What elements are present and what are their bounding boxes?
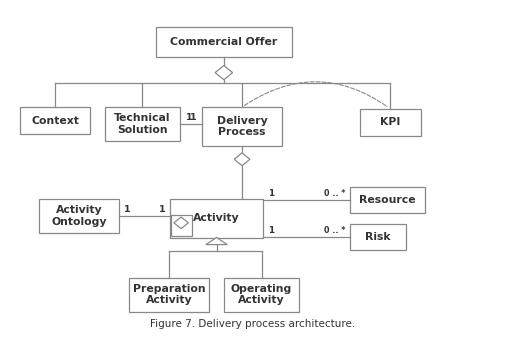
Bar [171, 215, 191, 236]
Bar [170, 199, 262, 238]
Text: Delivery
Process: Delivery Process [216, 116, 267, 137]
Bar [201, 107, 282, 146]
Text: Context: Context [31, 116, 79, 126]
Text: Activity: Activity [193, 213, 239, 223]
Polygon shape [215, 65, 232, 80]
Text: Commercial Offer: Commercial Offer [170, 37, 277, 47]
Polygon shape [234, 153, 249, 166]
Polygon shape [174, 217, 188, 229]
Text: 0 .. *: 0 .. * [323, 189, 344, 198]
Text: Preparation
Activity: Preparation Activity [133, 284, 205, 306]
Bar [349, 187, 425, 214]
Text: Risk: Risk [365, 232, 390, 242]
Bar [39, 199, 119, 233]
Text: KPI: KPI [379, 117, 399, 127]
Text: Activity
Ontology: Activity Ontology [52, 205, 107, 226]
Text: Operating
Activity: Operating Activity [230, 284, 291, 306]
Text: Technical
Solution: Technical Solution [114, 113, 170, 135]
Text: 1: 1 [189, 113, 196, 122]
Bar [129, 278, 209, 312]
Text: 1: 1 [159, 205, 165, 214]
Text: 1: 1 [186, 113, 192, 122]
Text: 1: 1 [124, 205, 131, 214]
Text: Resource: Resource [359, 195, 415, 205]
Bar [156, 27, 291, 57]
Text: 1: 1 [267, 189, 273, 198]
Text: 1: 1 [267, 226, 273, 235]
FancyArrowPatch shape [244, 82, 386, 106]
Bar [223, 278, 298, 312]
Text: Figure 7. Delivery process architecture.: Figure 7. Delivery process architecture. [150, 320, 355, 329]
Bar [359, 109, 420, 136]
Text: 0 .. *: 0 .. * [323, 226, 344, 235]
Polygon shape [206, 238, 227, 245]
Bar [105, 107, 180, 141]
Bar [20, 107, 90, 134]
Bar [349, 224, 405, 250]
